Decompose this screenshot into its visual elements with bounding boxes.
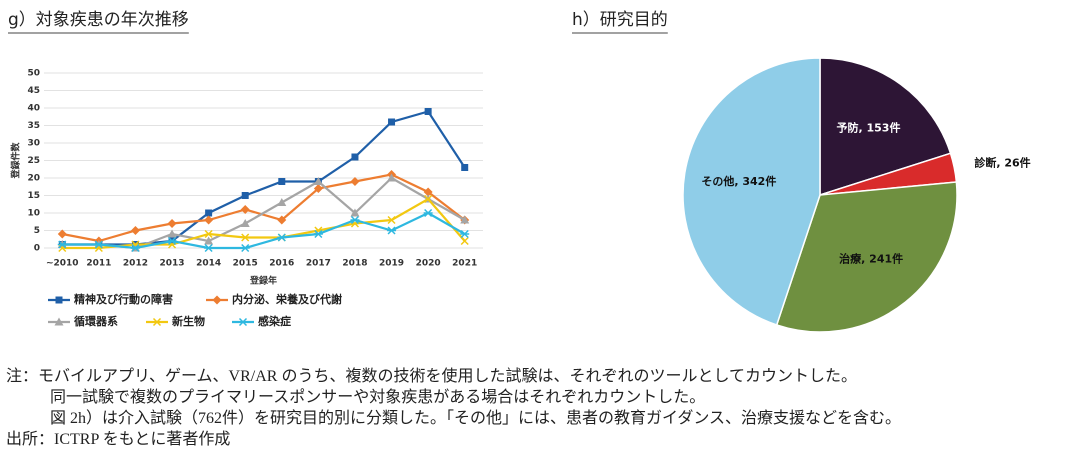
y-tick-label: 50 — [27, 69, 40, 79]
pie-slice — [819, 57, 952, 197]
charts: g）対象疾患の年次推移 0 5 10 15 20 25 30 35 40 45 50 登録件数 ~2010… — [8, 10, 1031, 333]
note-line: 注：モバイルアプリ、ゲーム、VR/AR のうち、複数の技術を使用した試験は、それ… — [6, 368, 857, 385]
source: 出所：ICTRP をもとに著者作成 — [6, 431, 231, 448]
section-heading: g）対象疾患の年次推移 — [8, 10, 189, 30]
x-tick-label: 2012 — [123, 259, 148, 269]
marker — [277, 233, 287, 242]
y-tick-label: 35 — [27, 121, 40, 131]
x-tick-label: 2021 — [452, 259, 477, 269]
marker — [423, 208, 433, 218]
marker — [167, 219, 177, 228]
series-line — [62, 173, 466, 243]
marker — [240, 205, 250, 214]
marker — [57, 240, 67, 249]
marker — [313, 229, 323, 239]
marker — [423, 187, 433, 197]
marker — [167, 236, 177, 246]
marker — [57, 229, 67, 239]
y-axis-label: 登録件数 — [10, 142, 22, 180]
slice-label: 治療, 241件 — [839, 251, 903, 265]
marker — [240, 219, 250, 227]
slice-label: 診断, 26件 — [974, 155, 1030, 169]
y-tick-label: 0 — [34, 244, 40, 254]
marker — [204, 229, 213, 239]
marker — [350, 208, 360, 217]
x-tick-label: 2011 — [86, 259, 111, 269]
note-line: 図 2h）は介入試験（762件）を研究目的別に分類した。「その他」には、患者の教… — [50, 410, 902, 427]
marker — [387, 215, 396, 225]
marker — [350, 177, 360, 186]
y-tick-label: 30 — [27, 139, 40, 149]
notes: 注：モバイルアプリ、ゲーム、VR/AR のうち、複数の技術を使用した試験は、それ… — [6, 366, 901, 450]
marker — [241, 192, 249, 199]
marker — [350, 215, 360, 225]
x-tick-label: 2015 — [233, 259, 258, 269]
marker — [278, 178, 286, 185]
pie-slice — [682, 57, 821, 326]
x-tick-label: 2013 — [160, 259, 185, 269]
pie-slice — [775, 181, 958, 333]
y-tick-label: 25 — [27, 156, 40, 166]
marker — [460, 236, 469, 246]
marker — [238, 317, 248, 327]
marker — [58, 243, 67, 253]
marker — [152, 317, 162, 327]
marker — [55, 296, 63, 304]
x-tick-label: ~2010 — [46, 259, 79, 269]
y-tick-label: 5 — [34, 226, 40, 236]
legend-label: 精神及び行動の障害 — [74, 292, 173, 306]
section-heading: h）研究目的 — [572, 10, 668, 30]
marker — [387, 226, 397, 235]
note-line: 同一試験で複数のプライマリースポンサーや対象疾患がある場合はそれぞれカウントした… — [50, 389, 706, 406]
x-tick-label: 2016 — [269, 259, 294, 269]
x-axis-label: 登録年 — [249, 275, 277, 287]
marker — [424, 194, 433, 204]
y-tick-label: 15 — [27, 191, 40, 201]
slice-label: 予防, 153件 — [836, 121, 900, 135]
marker — [388, 118, 396, 126]
legend-label: 新生物 — [172, 314, 205, 328]
x-tick-label: 2019 — [379, 259, 404, 269]
marker — [313, 177, 323, 185]
y-tick-label: 10 — [27, 209, 40, 219]
x-tick-label: 2014 — [196, 259, 221, 269]
series-line — [62, 197, 466, 250]
marker — [204, 215, 214, 225]
marker — [94, 240, 104, 249]
marker — [460, 229, 470, 239]
marker — [212, 295, 222, 305]
marker — [351, 153, 359, 161]
marker — [204, 236, 214, 245]
y-tick-label: 40 — [27, 104, 40, 114]
marker — [461, 164, 469, 171]
legend-label: 内分泌、栄養及び代謝 — [232, 292, 342, 306]
marker — [204, 243, 214, 253]
legend-label: 循環器系 — [74, 314, 118, 328]
y-tick-label: 20 — [27, 174, 40, 184]
marker — [241, 233, 250, 242]
x-tick-label: 2018 — [342, 259, 367, 269]
legend-label: 感染症 — [258, 314, 291, 328]
marker — [130, 226, 140, 235]
marker — [54, 317, 64, 326]
marker — [277, 198, 287, 206]
marker — [205, 209, 213, 217]
marker — [277, 215, 287, 225]
marker — [167, 229, 177, 238]
slice-label: その他, 342件 — [701, 174, 776, 188]
y-tick-label: 45 — [27, 86, 40, 96]
marker — [240, 243, 250, 253]
marker — [313, 184, 323, 193]
marker — [130, 243, 140, 253]
x-tick-label: 2020 — [416, 259, 441, 269]
x-tick-label: 2017 — [306, 259, 331, 269]
marker — [387, 173, 397, 182]
series-line — [62, 211, 466, 250]
marker — [424, 108, 432, 115]
marker — [460, 215, 470, 224]
